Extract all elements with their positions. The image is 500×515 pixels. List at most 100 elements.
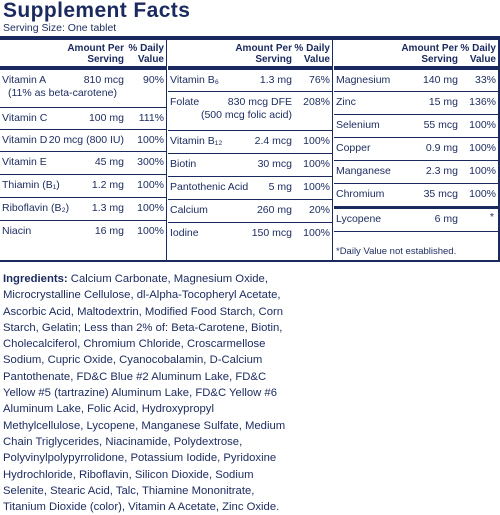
- nutrient-dv: 300%: [137, 156, 164, 168]
- nutrient-amount: 16 mg: [94, 225, 124, 237]
- nutrient-amount: 15 mg: [428, 96, 458, 108]
- nutrient-dv: 111%: [138, 112, 164, 124]
- nutrient-name: Biotin: [170, 158, 197, 170]
- nutrient-dv: 100%: [469, 119, 496, 131]
- nutrient-amount: 810 mcg: [83, 74, 124, 86]
- nutrient-row: Vitamin D 20 mcg (800 IU) 100%: [0, 130, 166, 152]
- nutrient-amount: 1.3 mg: [91, 202, 124, 214]
- dv-header: % Daily Value: [128, 43, 164, 65]
- nutrient-name: Iodine: [170, 227, 199, 239]
- panel-bottom-rule: [0, 260, 500, 262]
- ingredients-text: Calcium Carbonate, Magnesium Oxide, Micr…: [3, 273, 286, 514]
- nutrient-dv: 100%: [469, 165, 496, 177]
- nutrient-note: (11% as beta-carotene): [8, 87, 117, 99]
- nutrient-name: Vitamin B₁₂: [170, 135, 223, 147]
- nutrient-row: Riboflavin (B₂) 1.3 mg 100%: [0, 198, 166, 221]
- nutrient-amount: 35 mcg: [423, 188, 458, 200]
- nutrient-row: Biotin 30 mcg 100%: [168, 154, 332, 177]
- nutrient-row: Vitamin A (11% as beta-carotene) 810 mcg…: [0, 70, 166, 108]
- nutrient-name: Calcium: [170, 204, 208, 216]
- nutrient-name: Copper: [336, 142, 371, 154]
- column-1-rows: Vitamin A (11% as beta-carotene) 810 mcg…: [0, 70, 166, 243]
- ingredients-label: Ingredients:: [3, 273, 68, 285]
- ingredients-section: Ingredients: Calcium Carbonate, Magnesiu…: [3, 271, 293, 515]
- nutrient-dv: 90%: [142, 74, 164, 86]
- nutrient-row: Calcium 260 mg 20%: [168, 200, 332, 223]
- nutrient-dv: 100%: [303, 158, 330, 170]
- panel-title: Supplement Facts: [3, 0, 191, 22]
- nutrient-name: Vitamin A: [2, 74, 47, 86]
- nutrient-row: Copper 0.9 mg 100%: [334, 138, 498, 161]
- column-1: Amount Per Serving % Daily Value Vitamin A…: [0, 40, 166, 262]
- nutrient-amount: 30 mcg: [257, 158, 292, 170]
- nutrient-row: Vitamin C 100 mg 111%: [0, 108, 166, 130]
- nutrient-name: Thiamin (B₁): [2, 179, 60, 191]
- nutrient-row: Vitamin E 45 mg 300%: [0, 152, 166, 175]
- nutrient-name: Vitamin B₆: [170, 74, 219, 86]
- nutrient-name: Pantothenic Acid: [170, 181, 249, 193]
- nutrient-name: Vitamin D: [2, 134, 48, 146]
- nutrient-name: Vitamin C: [2, 112, 48, 124]
- nutrient-row: Iodine 150 mcg 100%: [168, 223, 332, 245]
- column-3-rows: Magnesium 140 mg 33% Zinc 15 mg 136% Sel…: [334, 70, 498, 232]
- nutrient-amount: 0.9 mg: [425, 142, 458, 154]
- amount-header: Amount Per Serving: [67, 43, 124, 65]
- nutrient-dv: 100%: [137, 179, 164, 191]
- nutrient-row: Magnesium 140 mg 33%: [334, 70, 498, 92]
- nutrient-name: Magnesium: [336, 74, 391, 86]
- nutrient-amount: 20 mcg (800 IU): [48, 134, 124, 146]
- dv-header: % Daily Value: [460, 43, 496, 65]
- nutrient-row: Selenium 55 mcg 100%: [334, 115, 498, 138]
- nutrient-dv: 100%: [469, 142, 496, 154]
- supplement-facts-panel: Supplement Facts Serving Size: One table…: [0, 0, 500, 262]
- nutrient-dv: 208%: [303, 96, 330, 108]
- amount-header: Amount Per Serving: [401, 43, 458, 65]
- amount-header: Amount Per Serving: [235, 43, 292, 65]
- nutrient-row: Vitamin B₁₂ 2.4 mcg 100%: [168, 131, 332, 154]
- nutrient-dv: 100%: [137, 225, 164, 237]
- nutrient-amount: 5 mg: [268, 181, 292, 193]
- nutrient-dv: 20%: [308, 204, 330, 216]
- nutrient-dv: 136%: [469, 96, 496, 108]
- nutrient-name: Chromium: [336, 188, 385, 200]
- column-1-header: Amount Per Serving % Daily Value: [0, 40, 166, 70]
- column-3: Amount Per Serving % Daily Value Magnesium…: [334, 40, 498, 262]
- nutrient-name: Selenium: [336, 119, 380, 131]
- column-2-border: [332, 36, 333, 262]
- nutrient-amount: 260 mg: [256, 204, 292, 216]
- title-rule: [0, 36, 500, 40]
- nutrient-amount: 100 mg: [88, 112, 124, 124]
- nutrient-amount: 55 mcg: [423, 119, 458, 131]
- column-1-border: [0, 36, 167, 262]
- nutrient-row: Pantothenic Acid 5 mg 100%: [168, 177, 332, 200]
- nutrient-dv: 100%: [137, 202, 164, 214]
- nutrient-dv: 100%: [303, 227, 330, 239]
- nutrient-amount: 1.3 mg: [259, 74, 292, 86]
- nutrient-name: Zinc: [336, 96, 356, 108]
- nutrient-row: Folate 830 mcg DFE (500 mcg folic acid) …: [168, 92, 332, 131]
- nutrient-name: Riboflavin (B₂): [2, 202, 70, 214]
- nutrient-amount: 45 mg: [94, 156, 124, 168]
- panel-right-rule: [498, 36, 500, 262]
- nutrient-dv: 76%: [308, 74, 330, 86]
- nutrient-amount: 6 mg: [434, 213, 458, 225]
- nutrient-name: Lycopene: [336, 213, 382, 225]
- nutrient-row: Thiamin (B₁) 1.2 mg 100%: [0, 175, 166, 198]
- nutrient-dv: 33%: [474, 74, 496, 86]
- serving-size: Serving Size: One tablet: [3, 22, 117, 34]
- nutrient-amount: 1.2 mg: [91, 179, 124, 191]
- column-2-rows: Vitamin B₆ 1.3 mg 76% Folate 830 mcg DFE…: [168, 70, 332, 245]
- nutrient-amount: 140 mg: [422, 74, 458, 86]
- nutrient-amount: 2.3 mg: [425, 165, 458, 177]
- column-3-header: Amount Per Serving % Daily Value: [334, 40, 498, 70]
- footnote: *Daily Value not established.: [336, 246, 457, 257]
- nutrient-row: Manganese 2.3 mg 100%: [334, 161, 498, 184]
- nutrient-row: Niacin 16 mg 100%: [0, 221, 166, 243]
- nutrient-row: Zinc 15 mg 136%: [334, 92, 498, 115]
- nutrient-name: Folate: [170, 96, 200, 108]
- nutrient-dv: 100%: [303, 181, 330, 193]
- nutrient-name: Vitamin E: [2, 156, 47, 168]
- column-2: Amount Per Serving % Daily Value Vitamin B…: [168, 40, 332, 262]
- nutrient-amount: 830 mcg DFE: [227, 96, 292, 108]
- nutrient-amount-note: (500 mcg folic acid): [200, 109, 292, 121]
